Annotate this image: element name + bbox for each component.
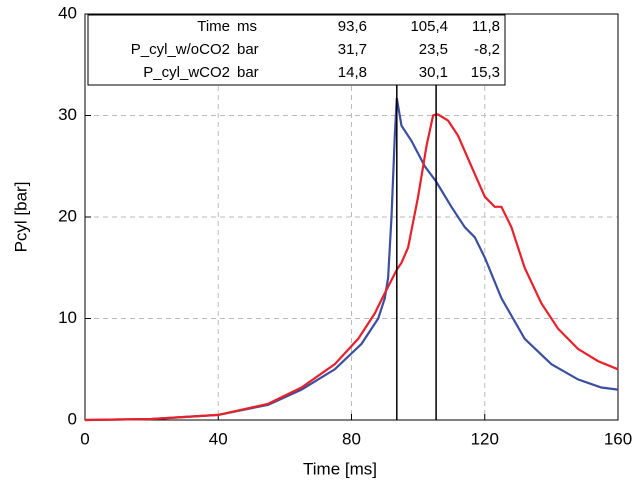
table-value: 30,1 (419, 64, 448, 81)
x-tick-label: 120 (471, 429, 499, 448)
table-name: Time (197, 18, 230, 35)
table-unit: bar (237, 64, 259, 81)
x-axis-label: Time [ms] (303, 459, 377, 478)
table-unit: ms (237, 18, 257, 35)
plot-frame (84, 13, 619, 421)
y-tick-label: 0 (68, 409, 77, 428)
x-tick-label: 80 (342, 429, 361, 448)
y-tick-label: 30 (58, 105, 77, 124)
table-value: 105,4 (410, 18, 448, 35)
x-tick-label: 0 (80, 429, 89, 448)
table-value: 31,7 (338, 41, 367, 58)
table-name: P_cyl_w/oCO2 (131, 41, 230, 58)
y-axis-label: Pcyl [bar] (11, 182, 30, 253)
table-diff: 15,3 (471, 64, 500, 81)
x-tick-label: 160 (604, 429, 632, 448)
y-tick-label: 40 (58, 3, 77, 22)
table-diff: -8,2 (474, 41, 500, 58)
table-value: 23,5 (419, 41, 448, 58)
table-value: 93,6 (338, 18, 367, 35)
table-name: P_cyl_wCO2 (143, 64, 230, 81)
y-tick-label: 20 (58, 206, 77, 225)
series-line (84, 113, 619, 422)
y-tick-label: 10 (58, 308, 77, 327)
table-value: 14,8 (338, 64, 367, 81)
x-tick-label: 40 (209, 429, 228, 448)
table-unit: bar (237, 41, 259, 58)
table-diff: 11,8 (472, 18, 500, 35)
cursor-table (87, 14, 506, 86)
series-line (84, 98, 619, 422)
